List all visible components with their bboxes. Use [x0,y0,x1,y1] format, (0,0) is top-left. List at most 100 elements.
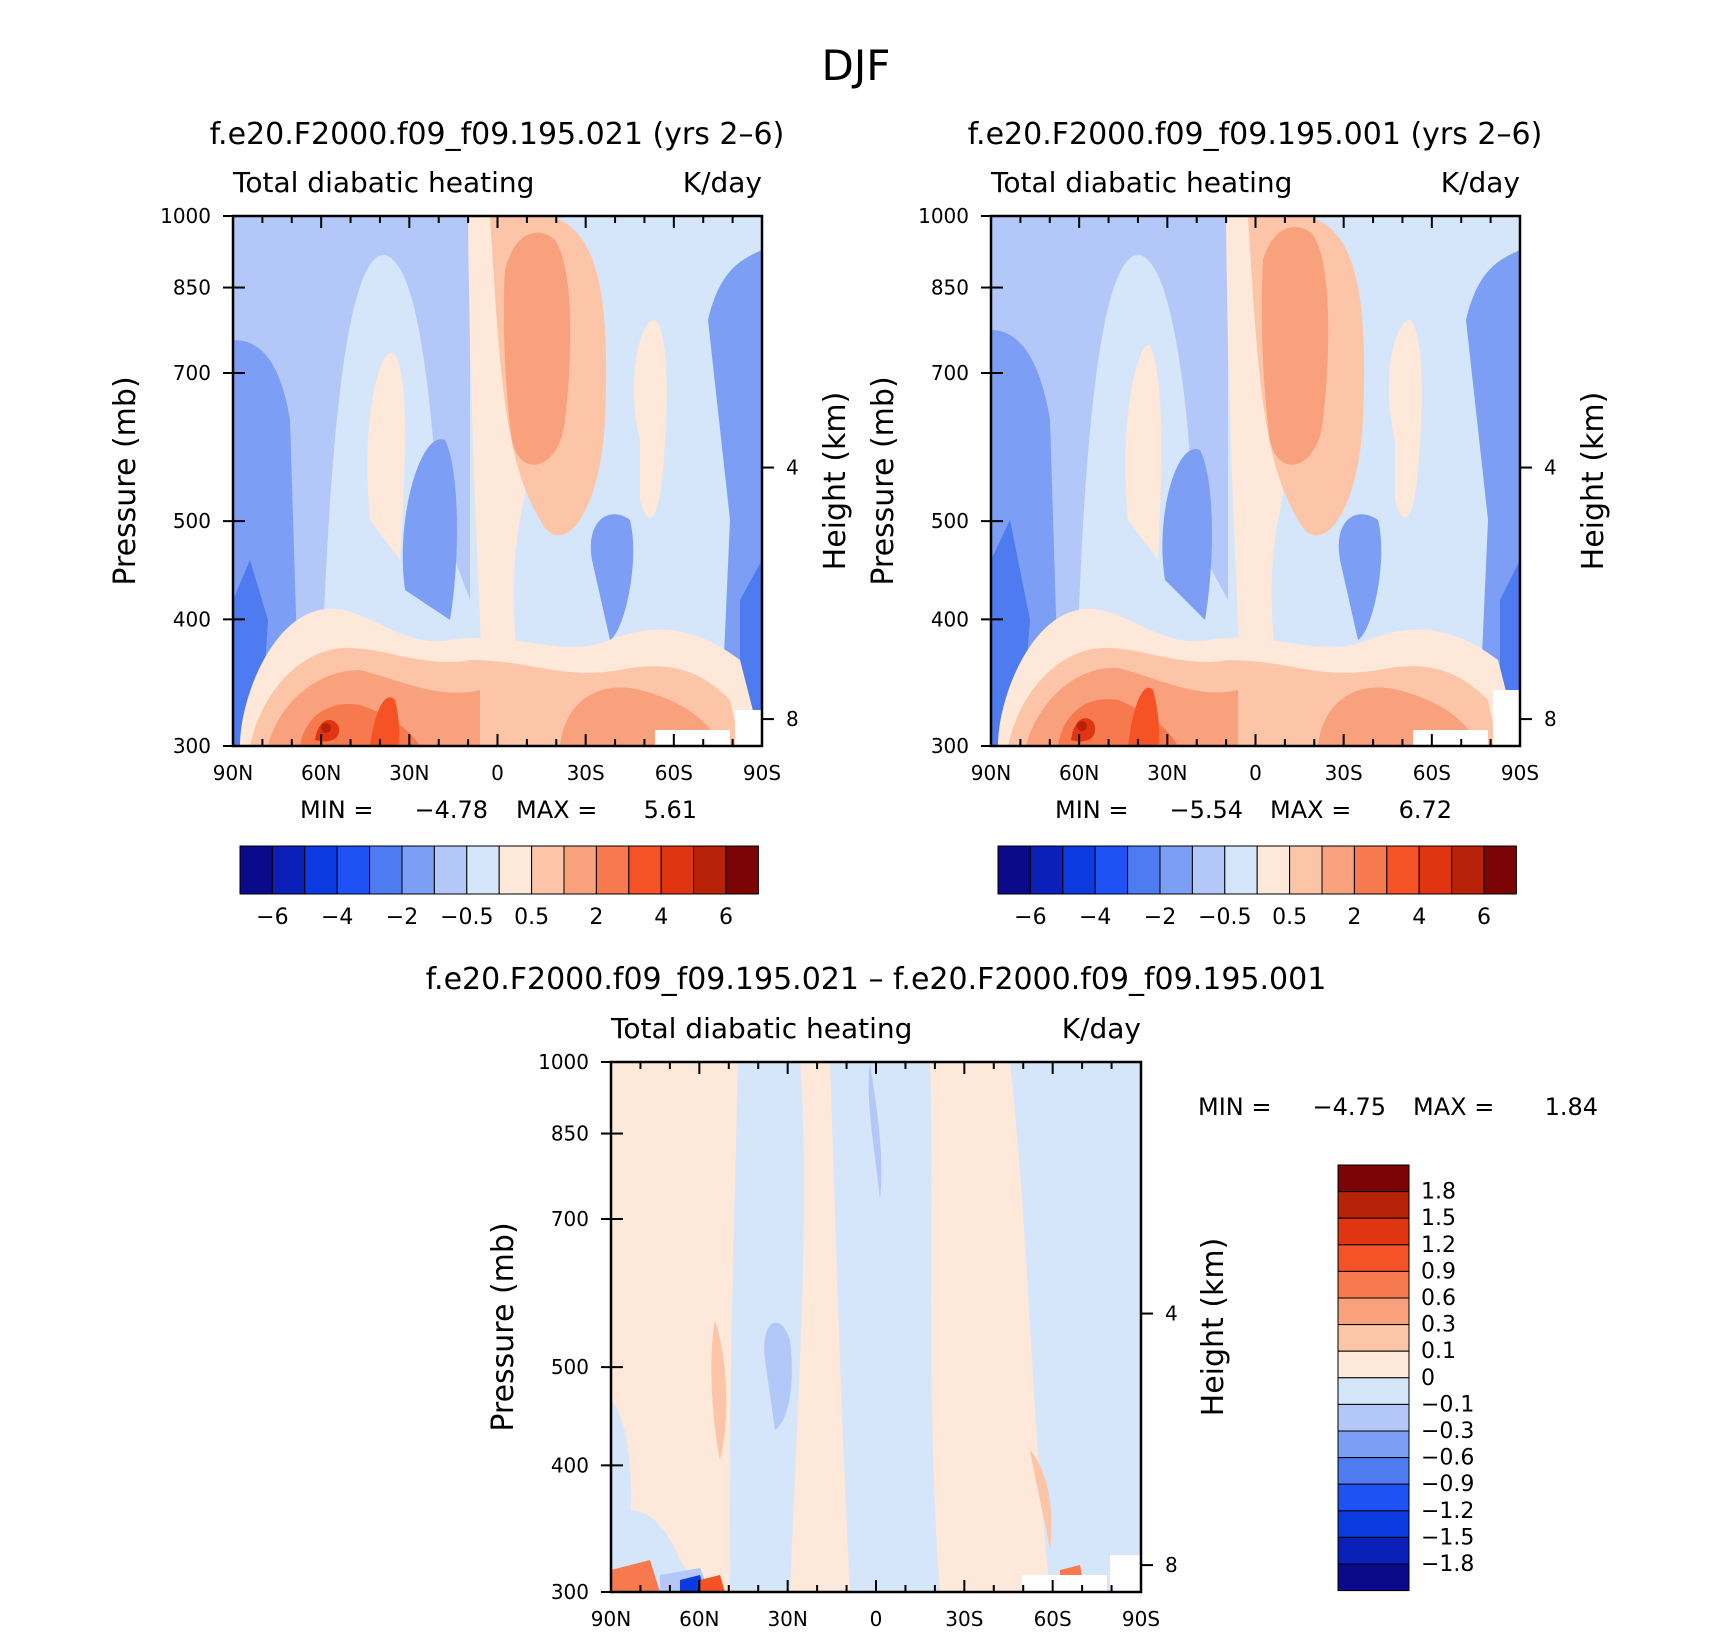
panel-021-colorbar-label: 4 [654,905,668,930]
panel-021-y-tick-label: 850 [173,276,211,300]
panel-001-min-label: MIN = [1055,796,1128,824]
panel-001-colorbar-label: 0.5 [1272,905,1307,930]
panel-021-colorbar-label: −0.5 [440,905,493,930]
panel-021-colorbar-box [628,845,662,895]
panel-021-x-tick-label: 60N [301,761,341,785]
panel-021-colorbar-label: 0.5 [514,905,549,930]
panel-021-y-tick-label: 700 [173,361,211,385]
panel-diff-colorbar-label: 0.6 [1421,1286,1456,1311]
panel-diff-x-tick-label: 60S [1034,1607,1072,1631]
panel-021-run-title: f.e20.F2000.f09_f09.195.021 (yrs 2–6) [210,117,785,152]
panel-001-colorbar-box [1289,845,1323,895]
panel-021-x-tick-label: 0 [491,761,504,785]
panel-001-colorbar-box [1062,845,1096,895]
panel-001-max-label: MAX = [1270,796,1351,824]
panel-021-contour-field [233,216,762,746]
panel-diff-colorbar-label: −0.1 [1421,1392,1474,1417]
panel-diff-units: K/day [1062,1012,1141,1045]
panel-021-colorbar-box [401,845,435,895]
panel-021-min-label: MIN = [300,796,373,824]
panel-diff-colorbar-label: 1.2 [1421,1233,1456,1258]
panel-001-axes: 90N 60N 30N 0 30S 60S 90S 300 400 500 700 850 1000 8 4 [918,204,1557,785]
panel-001-x-tick-label: 60N [1059,761,1099,785]
panel-diff-colorbar-box [1337,1297,1410,1326]
panel-diff-max-value: 1.84 [1545,1093,1598,1121]
panel-021-colorbar-label: −6 [256,905,288,930]
panel-diff-colorbar-label: 0.1 [1421,1339,1456,1364]
panel-021-max-label: MAX = [516,796,597,824]
panel-001: f.e20.F2000.f09_f09.195.001 (yrs 2–6) To… [866,117,1611,930]
panel-001-colorbar-label: −0.5 [1198,905,1251,930]
panel-diff-colorbar-label: −1.8 [1421,1552,1474,1577]
panel-diff-y-tick-label: 400 [551,1453,589,1477]
panel-021-colorbar-box [466,845,500,895]
panel-001-x-tick-label: 30S [1325,761,1363,785]
panel-001-units: K/day [1441,166,1520,199]
panel-diff-y-tick-label: 300 [551,1580,589,1604]
panel-001-height-tick-label: 8 [1544,707,1557,731]
panel-021-colorbar-box [336,845,371,895]
panel-diff-colorbar-box [1337,1377,1410,1405]
panel-diff-x-tick-label: 0 [870,1607,883,1631]
panel-diff-y-tick-label: 850 [551,1122,589,1146]
panel-001-y-tick-label: 1000 [918,204,969,228]
panel-diff-colorbar-box [1337,1164,1410,1193]
panel-diff-colorbar-label: 0.3 [1421,1313,1456,1338]
panel-diff-left-string: Total diabatic heating [610,1012,912,1045]
panel-021-colorbar-box [660,845,695,895]
panel-021-colorbar-box [563,845,597,895]
panel-diff-x-tick-label: 90N [591,1607,631,1631]
panel-001-colorbar-label: −4 [1079,905,1111,930]
panel-diff-ylabel: Pressure (mb) [486,1222,521,1431]
panel-diff-colorbar-label: 0.9 [1421,1259,1456,1284]
panel-021-colorbar: −6 −4 −2 −0.5 0.5 2 4 6 [239,845,759,930]
panel-001-y-tick-label: 700 [931,361,969,385]
panel-diff-x-tick-label: 30S [945,1607,983,1631]
panel-diff-colorbar-box [1337,1483,1410,1512]
panel-021-height-tick-label: 4 [786,456,799,480]
panel-021-min-value: −4.78 [414,796,488,824]
panel-diff-x-tick-label: 60N [679,1607,719,1631]
panel-021-ylabel: Pressure (mb) [108,376,143,585]
panel-diff-contour-field [611,1062,1141,1592]
panel-021-max-value: 5.61 [644,796,697,824]
panel-001-colorbar-box [1224,845,1258,895]
panel-021-x-tick-label: 90S [743,761,781,785]
panel-001-colorbar-box [1256,845,1291,895]
panel-001-x-tick-label: 90S [1501,761,1539,785]
panel-diff-colorbar-box [1337,1270,1410,1299]
panel-diff-axes: 90N 60N 30N 0 30S 60S 90S 300 400 500 700 850 1000 8 4 [538,1050,1178,1631]
panel-diff-colorbar-label: −0.3 [1421,1419,1474,1444]
panel-diff-x-tick-label: 30N [767,1607,807,1631]
panel-diff-max-label: MAX = [1413,1093,1494,1121]
panel-001-run-title: f.e20.F2000.f09_f09.195.001 (yrs 2–6) [968,117,1543,152]
panel-021: f.e20.F2000.f09_f09.195.021 (yrs 2–6) To… [108,117,853,930]
panel-021-colorbar-box [531,845,565,895]
panel-021-colorbar-box [369,845,403,895]
panel-001-y-tick-label: 850 [931,276,969,300]
panel-001-height-tick-label: 4 [1544,456,1557,480]
panel-diff-colorbar-label: −1.2 [1421,1499,1474,1524]
panel-diff-colorbar-label: 0 [1421,1366,1435,1391]
panel-001-ylabel-right: Height (km) [1576,392,1611,571]
panel-021-colorbar-box [304,845,338,895]
panel-diff-colorbar-box [1337,1324,1410,1352]
panel-021-height-tick-label: 8 [786,707,799,731]
panel-021-colorbar-label: −2 [386,905,418,930]
panel-diff-colorbar-box [1337,1350,1410,1379]
panel-001-y-tick-label: 300 [931,734,969,758]
panel-001-ylabel: Pressure (mb) [866,376,901,585]
panel-diff-height-tick-label: 8 [1165,1553,1178,1577]
panel-021-y-tick-label: 400 [173,607,211,631]
panel-diff-min-value: −4.75 [1312,1093,1386,1121]
panel-diff-y-tick-label: 1000 [538,1050,589,1074]
panel-021-colorbar-box [693,845,727,895]
panel-001-colorbar-box [1321,845,1355,895]
panel-021-colorbar-box [271,845,306,895]
panel-diff-colorbar-label: −0.6 [1421,1446,1474,1471]
panel-diff-min-label: MIN = [1198,1093,1271,1121]
panel-001-colorbar-box [1127,845,1161,895]
panel-diff-y-tick-label: 700 [551,1207,589,1231]
panel-diff-x-tick-label: 90S [1122,1607,1160,1631]
panel-001-x-tick-label: 90N [971,761,1011,785]
